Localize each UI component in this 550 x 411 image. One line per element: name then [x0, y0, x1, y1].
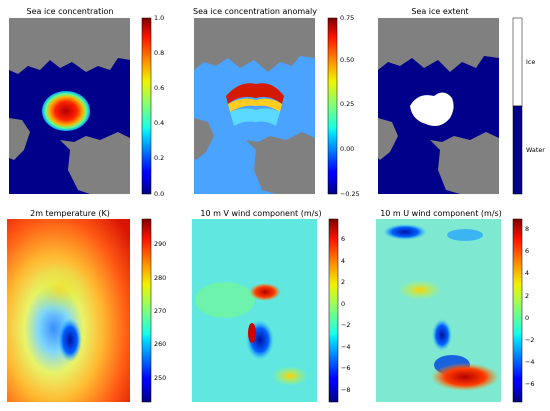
panel-title: Sea ice concentration: [27, 7, 114, 16]
colorbar-water: [512, 105, 523, 195]
warm-region: [30, 264, 90, 316]
colorbar-tick: −0.25: [340, 190, 360, 198]
colorbar-tick: 280: [154, 274, 166, 282]
colorbar-tick: 250: [154, 374, 166, 382]
land-area: [430, 132, 499, 194]
colorbar-tick: 270: [154, 307, 166, 315]
colorbar-tick: 8: [525, 225, 529, 233]
panel-sea-ice-concentration-anomaly: Sea ice concentration anomaly 0.75 0.50 …: [193, 7, 360, 198]
colorbar: [328, 218, 339, 403]
colorbar-tick: 0.0: [154, 190, 164, 198]
ice-concentration-field: [42, 91, 90, 131]
panel-10m-v-wind: 10 m V wind component (m/s) 6 4 2 0 −2 −…: [192, 209, 350, 403]
panel-2m-temperature: 2m temperature (K) 290 280 270 260 250: [7, 209, 166, 403]
colorbar-tick: 0.6: [154, 84, 164, 92]
colorbar-tick: −4: [525, 358, 534, 366]
wind-region: [195, 282, 255, 318]
colorbar: [141, 218, 152, 403]
land-area: [378, 118, 398, 160]
panel-title: Sea ice extent: [411, 7, 468, 16]
colorbar-ticks: 8 6 4 2 0 −2 −4 −6: [525, 225, 534, 388]
colorbar-tick: −6: [525, 380, 534, 388]
land-area: [194, 18, 315, 72]
wind-negative-region: [432, 319, 452, 351]
colorbar-tick: 0.2: [154, 154, 164, 162]
colorbar-category-label: Water: [526, 146, 545, 154]
wind-positive-region: [249, 283, 281, 301]
colorbar: [141, 17, 152, 195]
colorbar-ticks: 6 4 2 0 −2 −4 −6 −8: [341, 235, 350, 394]
colorbar-tick: 4: [341, 257, 345, 265]
colorbar-tick: 0.75: [340, 14, 354, 22]
land-area: [60, 132, 130, 194]
colorbar-tick: 2: [525, 292, 529, 300]
anomaly-field: [230, 108, 280, 126]
panel-title: 10 m U wind component (m/s): [380, 209, 502, 218]
colorbar-tick: 290: [154, 240, 166, 248]
wind-positive-region: [248, 323, 256, 343]
colorbar-ice: [512, 17, 523, 107]
colorbar-tick: 0.25: [340, 100, 354, 108]
colorbar-ticks: 290 280 270 260 250: [154, 240, 166, 382]
ice-extent-field: [410, 92, 454, 126]
colorbar: [327, 17, 338, 195]
colorbar-tick: −4: [341, 343, 350, 351]
cold-anomaly: [58, 318, 82, 362]
colorbar-ticks: 0.75 0.50 0.25 0.00 −0.25: [340, 14, 360, 198]
colorbar-tick: 0.00: [340, 145, 354, 153]
colorbar-tick: 0: [525, 314, 529, 322]
colorbar-tick: 260: [154, 340, 166, 348]
anomaly-field: [226, 83, 284, 104]
wind-negative-region: [447, 229, 483, 241]
anomaly-field: [228, 98, 282, 112]
land-area: [9, 18, 130, 74]
colorbar-tick: −8: [341, 386, 350, 394]
land-area: [9, 118, 30, 160]
land-area: [378, 18, 499, 72]
colorbar-tick: −2: [341, 321, 350, 329]
colorbar-tick: 0.4: [154, 119, 164, 127]
colorbar-tick: −2: [525, 336, 534, 344]
panel-sea-ice-concentration: Sea ice concentration 1.0 0.8 0.6 0.4 0.…: [9, 7, 164, 198]
colorbar-tick: 6: [525, 247, 529, 255]
colorbar-tick: −6: [341, 364, 350, 372]
colorbar-ticks: 1.0 0.8 0.6 0.4 0.2 0.0: [154, 14, 164, 198]
land-area: [194, 118, 214, 160]
wind-negative-region: [383, 224, 427, 240]
colorbar-tick: 0.50: [340, 56, 354, 64]
colorbar: [512, 218, 523, 403]
colorbar-tick: 0: [341, 300, 345, 308]
panel-10m-u-wind: 10 m U wind component (m/s) 8 6 4 2 0 −2…: [376, 209, 534, 403]
panel-sea-ice-extent: Sea ice extent Ice Water: [378, 7, 545, 195]
panel-title: Sea ice concentration anomaly: [193, 7, 317, 16]
panel-title: 10 m V wind component (m/s): [200, 209, 321, 218]
colorbar-tick: 2: [341, 278, 345, 286]
colorbar-tick: 4: [525, 269, 529, 277]
colorbar-category-label: Ice: [526, 58, 535, 66]
wind-region: [398, 280, 442, 300]
colorbar-tick: 6: [341, 235, 345, 243]
colorbar-tick: 1.0: [154, 14, 164, 22]
colorbar-tick: 0.8: [154, 49, 164, 57]
wind-positive-region: [431, 363, 499, 391]
panel-title: 2m temperature (K): [30, 209, 110, 218]
wind-region: [272, 366, 308, 386]
land-area: [246, 132, 315, 194]
